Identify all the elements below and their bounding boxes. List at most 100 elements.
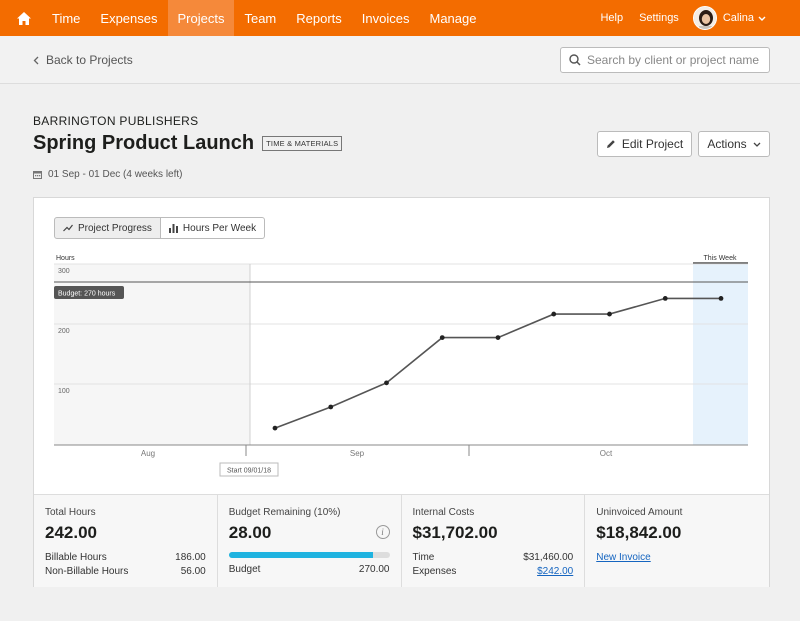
edit-project-label: Edit Project <box>621 137 684 151</box>
budget-label: Budget <box>228 564 261 575</box>
nav-right: Help Settings Calina <box>592 0 800 36</box>
this-week-highlight <box>693 264 748 445</box>
actions-label: Actions <box>707 137 747 151</box>
nav-expenses[interactable]: Expenses <box>100 10 158 26</box>
nonbillable-label: Non-Billable Hours <box>45 566 129 577</box>
edit-project-button[interactable]: Edit Project <box>597 131 692 157</box>
search-input[interactable] <box>587 53 767 67</box>
stat-total-hours: Total Hours 242.00 Billable Hours 186.00… <box>34 495 218 587</box>
date-range: 01 Sep - 01 Dec (4 weeks left) <box>33 169 183 180</box>
nav-manage[interactable]: Manage <box>429 10 477 26</box>
x-label-aug: Aug <box>141 449 155 458</box>
data-point-4[interactable] <box>495 335 501 341</box>
page-title: Spring Product Launch <box>33 132 255 154</box>
data-point-3[interactable] <box>439 335 445 341</box>
tab-project-progress-label: Project Progress <box>78 222 152 234</box>
back-to-projects-link[interactable]: Back to Projects <box>33 53 133 67</box>
stat-label: Budget Remaining (10%) <box>228 507 341 518</box>
stat-internal-costs: Internal Costs $31,702.00 Time $31,460.0… <box>402 495 586 587</box>
home-icon <box>17 11 31 25</box>
hours-line <box>274 297 721 429</box>
calendar-icon <box>33 171 42 179</box>
billable-label: Billable Hours <box>45 552 107 563</box>
billing-type-badge: TIME & MATERIALS <box>262 136 343 151</box>
start-date-tag <box>219 462 279 477</box>
budget-tag <box>54 286 124 299</box>
expenses-row: Expenses $242.00 <box>413 566 574 577</box>
avatar <box>692 6 717 30</box>
progress-chart: This Week Hours 300 200 100 Budget: 270 … <box>54 255 748 477</box>
data-point-5[interactable] <box>551 311 557 317</box>
nav-reports[interactable]: Reports <box>296 10 342 26</box>
y-tick-100: 100 <box>58 388 70 395</box>
project-card: This Week Hours 300 200 100 Budget: 270 … <box>33 197 770 587</box>
search-icon <box>569 54 581 66</box>
actions-dropdown[interactable]: Actions <box>698 131 770 157</box>
stat-label: Total Hours <box>45 507 96 518</box>
nav-time[interactable]: Time <box>52 10 81 26</box>
user-name: Calina <box>722 12 754 24</box>
budget-value: 270.00 <box>358 564 390 575</box>
tab-project-progress[interactable]: Project Progress <box>54 217 161 239</box>
data-point-0[interactable] <box>272 425 278 431</box>
time-cost-row: Time $31,460.00 <box>413 552 574 563</box>
date-range-text: 01 Sep - 01 Dec (4 weeks left) <box>48 169 183 180</box>
nav-invoices[interactable]: Invoices <box>361 10 410 26</box>
nav-team[interactable]: Team <box>244 10 277 26</box>
title-row: Spring Product Launch TIME & MATERIALS <box>33 132 343 155</box>
tab-hours-per-week-label: Hours Per Week <box>182 222 257 234</box>
data-point-1[interactable] <box>328 404 334 410</box>
client-name: BARRINGTON PUBLISHERS <box>33 114 199 128</box>
x-label-sep: Sep <box>350 449 365 458</box>
chart-view-toggle: Project Progress Hours Per Week <box>54 217 266 239</box>
chevron-down-icon <box>758 16 766 21</box>
search-box <box>560 47 770 73</box>
stat-label: Internal Costs <box>412 507 475 518</box>
stat-budget-remaining: Budget Remaining (10%) 28.00 i Budget 27… <box>218 495 402 587</box>
pencil-icon <box>606 140 615 148</box>
data-point-7[interactable] <box>662 295 668 301</box>
new-invoice-link[interactable]: New Invoice <box>596 552 651 563</box>
time-cost-label: Time <box>412 552 435 563</box>
stat-uninvoiced-amount: Uninvoiced Amount $18,842.00 New Invoice <box>585 495 769 587</box>
stat-value: 242.00 <box>45 523 97 542</box>
data-point-2[interactable] <box>384 380 389 386</box>
user-menu[interactable]: Calina <box>687 6 766 30</box>
budget-row: Budget 270.00 <box>229 564 390 575</box>
avatar-image <box>693 7 716 29</box>
tab-hours-per-week[interactable]: Hours Per Week <box>160 217 266 239</box>
x-label-oct: Oct <box>600 449 613 458</box>
expenses-label: Expenses <box>412 566 457 577</box>
stat-value: $18,842.00 <box>596 523 682 542</box>
stats-bar: Total Hours 242.00 Billable Hours 186.00… <box>34 494 769 587</box>
y-tick-300: 300 <box>58 268 70 275</box>
nonbillable-row: Non-Billable Hours 56.00 <box>45 566 206 577</box>
billable-row: Billable Hours 186.00 <box>45 552 206 563</box>
chevron-left-icon <box>33 56 39 64</box>
subheader: Back to Projects <box>0 36 800 84</box>
nav-settings[interactable]: Settings <box>639 12 679 24</box>
data-point-8[interactable] <box>718 295 724 301</box>
this-week-label: This Week <box>704 255 737 262</box>
nonbillable-value: 56.00 <box>180 566 206 577</box>
stat-value: $31,702.00 <box>412 523 498 542</box>
nav-help[interactable]: Help <box>600 12 624 24</box>
budget-label: Budget: 270 hours <box>58 291 116 298</box>
budget-progress-bar <box>228 552 390 558</box>
start-date-label: Start 09/01/18 <box>227 468 271 475</box>
billable-value: 186.00 <box>175 552 206 563</box>
info-icon[interactable]: i <box>375 525 390 539</box>
nav-projects[interactable]: Projects <box>167 0 235 36</box>
line-chart-icon <box>63 224 73 232</box>
y-tick-200: 200 <box>58 328 70 335</box>
home-button[interactable] <box>6 0 42 36</box>
bar-chart-icon <box>168 223 178 233</box>
data-point-6[interactable] <box>607 311 612 317</box>
top-nav: Time Expenses Projects Team Reports Invo… <box>0 0 800 36</box>
expenses-link[interactable]: $242.00 <box>537 566 574 577</box>
series-layer <box>272 295 724 431</box>
budget-progress-fill <box>228 552 374 558</box>
y-axis-label: Hours <box>56 255 75 262</box>
stat-label: Uninvoiced Amount <box>596 507 683 518</box>
time-cost-value: $31,460.00 <box>523 552 574 563</box>
